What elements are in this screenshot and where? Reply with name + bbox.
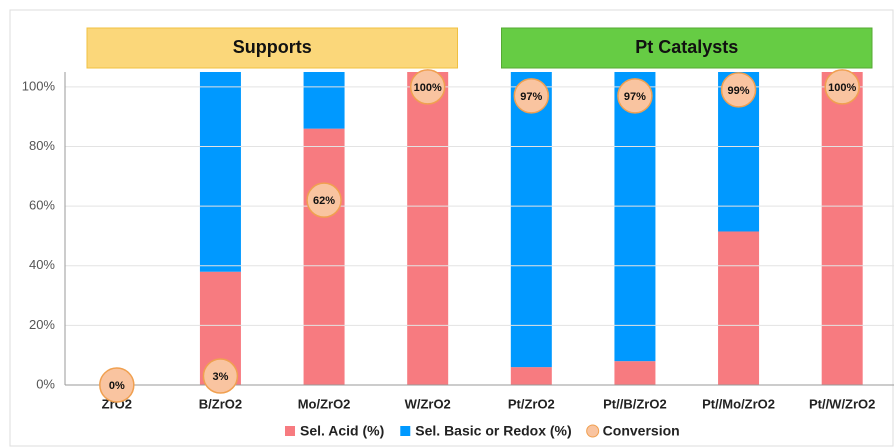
conversion-label: 100% xyxy=(828,82,856,94)
conversion-marker xyxy=(99,367,135,403)
bar-segment xyxy=(303,128,345,385)
conversion-marker xyxy=(824,69,860,105)
x-tick-label: Mo/ZrO2 xyxy=(298,396,351,411)
bar-segment xyxy=(510,367,552,385)
conversion-marker xyxy=(513,78,550,114)
bar-segment xyxy=(510,72,552,368)
legend-label: Conversion xyxy=(603,423,680,439)
x-tick-label: Pt//W/ZrO2 xyxy=(809,396,875,411)
x-tick-label: B/ZrO2 xyxy=(199,396,242,411)
group-label: Pt Catalysts xyxy=(635,37,738,57)
group-box xyxy=(86,27,458,69)
bar-segment xyxy=(614,72,656,362)
conversion-label: 100% xyxy=(414,82,442,94)
x-tick-label: Pt/ZrO2 xyxy=(508,396,555,411)
conversion-marker xyxy=(306,182,342,218)
conversion-label: 0% xyxy=(109,380,125,392)
y-tick-label: 40% xyxy=(29,257,55,272)
y-tick-label: 20% xyxy=(29,317,55,332)
bars xyxy=(199,72,863,385)
x-tick-label: W/ZrO2 xyxy=(405,396,451,411)
legend-swatch xyxy=(400,426,411,436)
y-tick-label: 0% xyxy=(36,376,55,391)
bar-segment xyxy=(199,72,241,272)
legend-swatch xyxy=(586,424,600,438)
conversion-marker xyxy=(202,358,239,394)
conversion-marker xyxy=(409,69,446,105)
x-tick-label: Pt//B/ZrO2 xyxy=(603,396,667,411)
bar-segment xyxy=(718,231,760,385)
chart-frame xyxy=(9,9,894,447)
group-box xyxy=(501,27,873,69)
conversion-label: 62% xyxy=(313,195,335,207)
y-tick-label: 100% xyxy=(22,78,56,93)
conversion-marker xyxy=(617,78,653,114)
legend-label: Sel. Acid (%) xyxy=(300,423,384,439)
y-tick-label: 60% xyxy=(29,198,55,213)
conversion-label: 97% xyxy=(624,91,646,103)
conversion-label: 3% xyxy=(212,371,228,383)
bar-segment xyxy=(614,361,656,385)
conversion-label: 97% xyxy=(520,91,542,103)
group-label: Supports xyxy=(233,37,312,57)
legend-label: Sel. Basic or Redox (%) xyxy=(415,423,571,439)
conversion-marker xyxy=(720,72,757,108)
conversion-label: 99% xyxy=(728,85,750,97)
bar-segment xyxy=(303,72,345,129)
bar-segment xyxy=(821,72,863,385)
legend-swatch xyxy=(285,426,295,436)
x-tick-label: Pt//Mo/ZrO2 xyxy=(702,396,775,411)
y-tick-label: 80% xyxy=(29,138,55,153)
bar-segment xyxy=(407,72,449,385)
